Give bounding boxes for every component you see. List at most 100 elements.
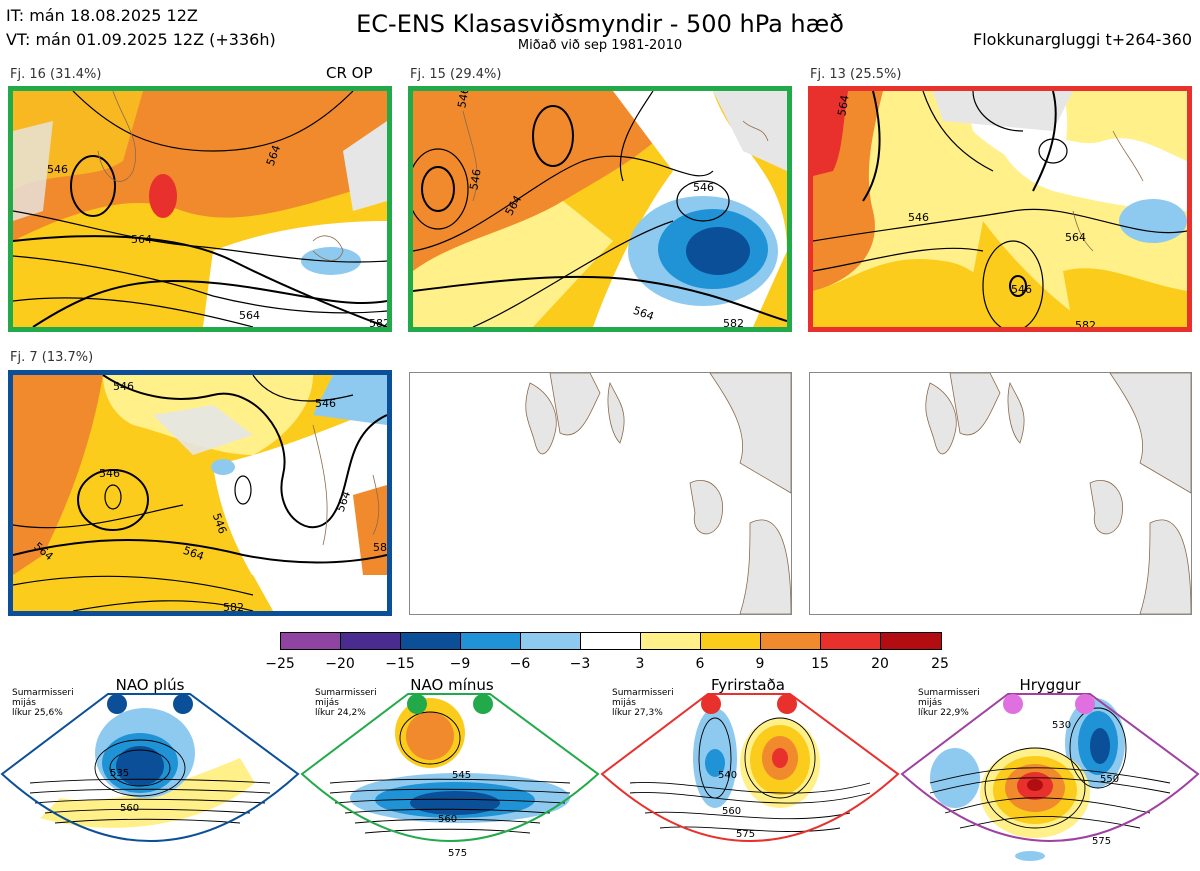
contour-label-extra: 546 [315,397,336,410]
regime-dot [777,694,797,714]
empty-map-panel-5 [409,372,792,615]
regime-probability: líkur 27,3% [612,708,663,718]
regime-dot [1075,694,1095,714]
panel-1-label: Fj. 16 (31.4%) [10,67,102,82]
regime-maps [0,693,1200,861]
colorbar-tick: 20 [871,656,889,672]
contour-label: 546 [99,467,120,480]
contour-label: 546 [113,380,134,393]
regime-probability: líkur 24,2% [315,708,366,718]
classification-window: Flokkunargluggi t+264-360 [973,30,1192,49]
page-subtitle: Miðað við sep 1981-2010 [517,38,683,53]
colorbar-tick: 6 [695,656,705,672]
regime-dot [407,694,427,714]
regime-map-ridge [900,693,1200,861]
cluster-map-panel-3: 546 546 564 564 582 [808,86,1192,332]
regime-dots [107,694,1095,714]
panel-3-label: Fj. 13 (25.5%) [810,67,902,82]
empty-map-panel-6 [809,372,1192,615]
colorbar-tick: −25 [265,656,295,672]
regime-contour-label: 575 [1092,836,1112,847]
regime-map-nao-plus [0,693,300,842]
colorbar-swatch [521,633,581,649]
regime-info-nao-plus: Sumarmisseri mijás líkur 25,6% [12,688,74,718]
regime-area: mijás [612,698,636,708]
regime-title-blocking: Fyrirstaða [711,676,785,694]
colorbar-swatch [581,633,641,649]
regime-contour-label: 535 [110,768,130,779]
colorbar-tick: 3 [635,656,645,672]
regime-season: Sumarmisseri [918,688,980,698]
regime-title-nao-plus: NAO plús [115,676,185,694]
regime-season: Sumarmisseri [612,688,674,698]
regime-info-blocking: Sumarmisseri mijás líkur 27,3% [612,688,674,718]
contour-label: 564 [131,233,152,246]
regime-dot [701,694,721,714]
regime-dot [1003,694,1023,714]
regime-area: mijás [315,698,339,708]
contour-label: 582 [723,317,744,330]
colorbar-swatch [641,633,701,649]
colorbar-swatch [461,633,521,649]
contour-label: 546 [47,163,68,176]
contour-label: 582 [1075,319,1096,332]
colorbar-swatch [821,633,881,649]
colorbar-swatch [341,633,401,649]
regime-contour-label: 575 [736,829,756,840]
regime-contour-label: 560 [722,806,742,817]
contour-label: 546 [908,211,929,224]
regime-contour-label: 545 [452,770,472,781]
regime-season: Sumarmisseri [12,688,74,698]
panel-2-label: Fj. 15 (29.4%) [410,67,502,82]
regime-map-nao-minus [300,693,600,842]
colorbar [280,632,942,650]
colorbar-tick: 25 [931,656,949,672]
colorbar-swatch [761,633,821,649]
valid-time: VT: mán 01.09.2025 12Z (+336h) [6,30,276,49]
regime-contour-label: 560 [120,803,140,814]
regime-title-ridge: Hryggur [1019,676,1081,694]
colorbar-tick: −15 [385,656,415,672]
panel-1-tag: CR OP [326,64,373,82]
colorbar-tick: −6 [509,656,531,672]
colorbar-swatch [401,633,461,649]
regime-info-nao-minus: Sumarmisseri mijás líkur 24,2% [315,688,377,718]
regime-contour-label: 550 [1100,774,1120,785]
colorbar-tick: −3 [569,656,591,672]
colorbar-tick: 9 [755,656,765,672]
regime-dot [107,694,127,714]
regime-contour-label: 560 [438,814,458,825]
contour-label: 564 [1065,231,1086,244]
panel-4-label: Fj. 7 (13.7%) [10,350,94,365]
contour-label: 582 [223,601,244,614]
regime-area: mijás [12,698,36,708]
regime-dot [173,694,193,714]
initial-time: IT: mán 18.08.2025 12Z [6,6,198,25]
colorbar-tick: 15 [811,656,829,672]
colorbar-swatch [701,633,761,649]
contour-label: 546 [1011,283,1032,296]
colorbar-tick: −9 [449,656,471,672]
regime-area: mijás [918,698,942,708]
regime-contour-label: 540 [718,770,738,781]
regime-season: Sumarmisseri [315,688,377,698]
regime-contour-label: 575 [448,848,468,859]
colorbar-tick: −20 [325,656,355,672]
regime-title-nao-minus: NAO mínus [410,676,494,694]
contour-label: 564 [239,309,260,322]
cluster-map-panel-1: 546 564 564 564 582 [8,86,392,332]
regime-info-ridge: Sumarmisseri mijás líkur 22,9% [918,688,980,718]
regime-dot [473,694,493,714]
cluster-map-panel-2: 546 546 564 564 582 546 [408,86,792,332]
contour-label: 582 [369,317,390,330]
regime-map-blocking [600,693,900,842]
regime-probability: líkur 25,6% [12,708,63,718]
page-title: EC-ENS Klasasviðsmyndir - 500 hPa hæð [356,10,844,38]
contour-label: 582 [373,541,392,554]
colorbar-swatch [881,633,941,649]
regime-probability: líkur 22,9% [918,708,969,718]
colorbar-swatch [281,633,341,649]
cluster-map-panel-4: 546 546 546 564 564 564 582 582 546 [8,370,392,616]
regime-contour-label: 530 [1052,720,1072,731]
contour-label: 546 [693,181,714,194]
